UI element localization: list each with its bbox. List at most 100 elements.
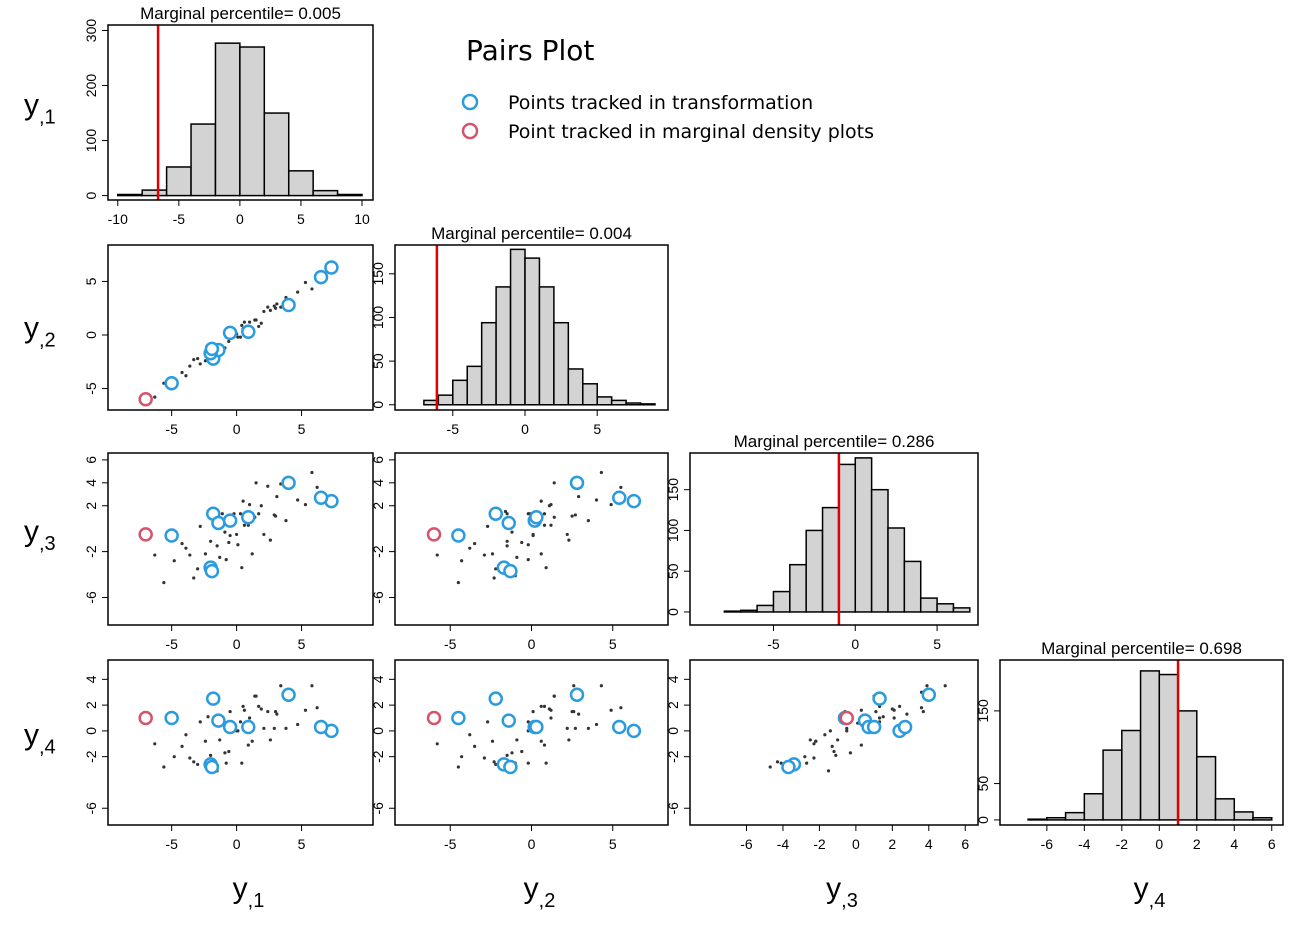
cloud-point — [573, 726, 577, 730]
cloud-point — [490, 552, 495, 556]
histogram-bar — [1214, 798, 1236, 821]
x-tick-label: 2 — [1193, 836, 1201, 852]
cloud-point — [246, 523, 250, 527]
cloud-point — [539, 739, 543, 743]
cloud-point — [259, 504, 263, 508]
cloud-point — [257, 512, 261, 516]
plot-frame — [394, 244, 669, 411]
x-tick-label: 5 — [609, 636, 617, 652]
cloud-point — [848, 751, 853, 755]
y-tick-label: 2 — [370, 502, 386, 510]
x-tick-label: 6 — [961, 836, 969, 852]
column-variable-label: y,1 — [233, 872, 265, 912]
y-tick-label: 5 — [83, 277, 99, 285]
x-tick-label: 5 — [933, 636, 941, 652]
cloud-point — [826, 769, 831, 773]
tracked-point — [488, 691, 503, 706]
x-tick-label: -6 — [740, 836, 753, 852]
row-variable-label: y,3 — [24, 515, 56, 555]
cloud-point — [877, 716, 882, 720]
cloud-point — [828, 729, 832, 733]
cloud-point — [552, 515, 556, 519]
histogram-title: Marginal percentile= 0.004 — [431, 224, 632, 243]
tracked-point — [488, 506, 503, 522]
row-variable-label: y,2 — [24, 312, 56, 352]
variable-base: y — [826, 872, 841, 905]
cloud-point — [228, 533, 232, 538]
y-tick-label: 0 — [83, 331, 99, 339]
cloud-point — [275, 712, 279, 716]
cloud-point — [520, 749, 524, 754]
y-tick-label: 50 — [975, 776, 991, 792]
y-tick-label: 0 — [370, 727, 386, 735]
histogram-title: Marginal percentile= 0.698 — [1041, 639, 1242, 658]
cloud-point — [859, 708, 863, 712]
histogram-bar — [239, 46, 266, 197]
cloud-point — [238, 335, 243, 339]
cloud-point — [153, 553, 157, 557]
cloud-point — [247, 716, 252, 720]
cloud-point — [209, 753, 213, 757]
cloud-point — [547, 504, 551, 508]
cloud-point — [284, 726, 288, 730]
histogram-bar — [452, 379, 468, 406]
cloud-point — [257, 324, 261, 329]
variable-base: y — [233, 872, 248, 905]
cloud-point — [236, 543, 240, 547]
x-tick-label: 0 — [528, 636, 536, 652]
cloud-point — [570, 709, 574, 714]
cloud-point — [505, 512, 509, 516]
variable-subscript: ,4 — [1149, 890, 1166, 912]
cloud-point — [262, 726, 266, 730]
cloud-point — [188, 553, 192, 557]
variable-subscript: ,3 — [39, 533, 56, 555]
cloud-point — [547, 707, 551, 711]
histogram-bar — [312, 189, 339, 197]
marginal-point — [426, 710, 442, 726]
cloud-point — [250, 739, 254, 743]
histogram-bar — [723, 610, 742, 613]
legend-label: Point tracked in marginal density plots — [508, 121, 874, 143]
histogram-bar — [1083, 792, 1104, 821]
cloud-point — [567, 538, 571, 542]
cloud-point — [172, 755, 176, 759]
cloud-point — [515, 555, 519, 559]
cloud-point — [494, 762, 498, 767]
histogram-bar — [437, 394, 454, 406]
histogram-bar — [214, 42, 241, 197]
tracked-point — [921, 687, 937, 703]
cloud-point — [494, 567, 498, 571]
cloud-point — [203, 552, 208, 556]
tracked-point — [313, 490, 329, 505]
cloud-point — [279, 684, 283, 688]
histogram-title: Marginal percentile= 0.286 — [734, 432, 935, 451]
cloud-point — [180, 744, 184, 748]
cloud-point — [192, 576, 196, 580]
tracked-point — [569, 475, 585, 491]
tracked-point — [211, 515, 226, 531]
cloud-point — [303, 708, 308, 712]
x-tick-label: 5 — [609, 836, 617, 852]
x-tick-label: -4 — [1078, 836, 1091, 852]
cloud-point — [192, 760, 196, 764]
cloud-point — [242, 320, 246, 324]
cloud-point — [296, 498, 300, 502]
cloud-point — [303, 280, 308, 285]
tracked-point — [281, 297, 296, 313]
cloud-point — [162, 580, 166, 585]
cloud-point — [259, 707, 263, 711]
cloud-point — [250, 552, 254, 556]
cloud-point — [310, 684, 314, 688]
variable-subscript: ,1 — [248, 890, 265, 912]
cloud-point — [515, 738, 519, 742]
column-variable-label: y,4 — [1134, 872, 1166, 912]
tracked-point — [626, 493, 642, 509]
cloud-point — [526, 543, 530, 547]
cloud-point — [196, 356, 200, 361]
histogram-bar — [596, 396, 613, 406]
histogram-bar — [538, 286, 555, 406]
histogram-bar — [1046, 816, 1067, 821]
tracked-point — [501, 515, 516, 531]
x-tick-label: 10 — [354, 211, 370, 227]
y-tick-label: 100 — [370, 306, 386, 330]
